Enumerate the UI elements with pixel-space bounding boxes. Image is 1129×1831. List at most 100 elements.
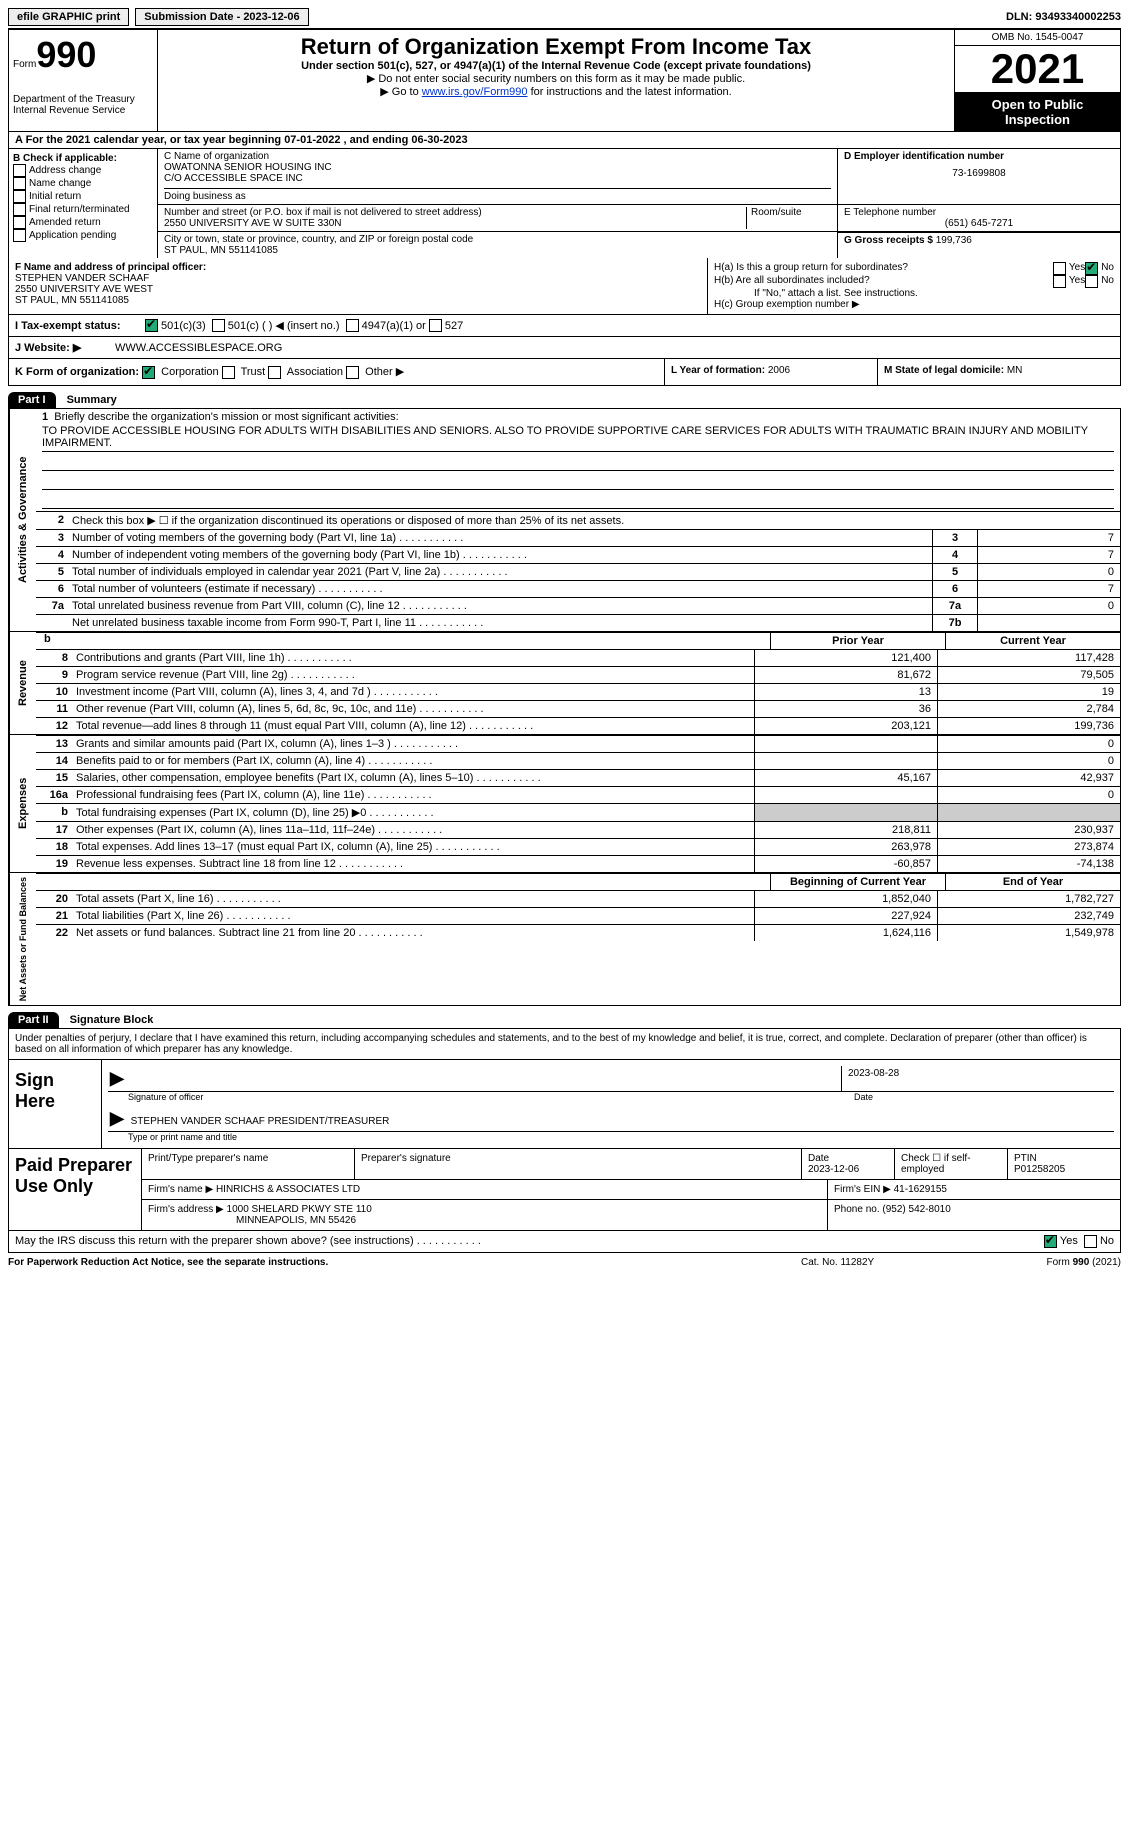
header-middle: Return of Organization Exempt From Incom…: [158, 30, 954, 131]
addr-value: 2550 UNIVERSITY AVE W SUITE 330N: [164, 218, 746, 229]
chk-other[interactable]: [346, 366, 359, 379]
lbl-app-pending: Application pending: [29, 230, 116, 241]
row-klm: K Form of organization: Corporation Trus…: [8, 359, 1121, 386]
box-l: L Year of formation: 2006: [665, 359, 878, 385]
goto-post: for instructions and the latest informat…: [528, 86, 732, 98]
chk-name-change[interactable]: [13, 177, 26, 190]
chk-hb-yes[interactable]: [1053, 275, 1066, 288]
arrow-icon: ▶: [110, 1068, 124, 1088]
footer-form: Form 990 (2021): [981, 1257, 1121, 1268]
submission-date-button[interactable]: Submission Date - 2023-12-06: [135, 8, 308, 26]
ptin-label: PTIN: [1014, 1153, 1037, 1164]
footer-cat: Cat. No. 11282Y: [801, 1257, 981, 1268]
revenue-tab: Revenue: [9, 632, 36, 734]
efile-button[interactable]: efile GRAPHIC print: [8, 8, 129, 26]
chk-final-return[interactable]: [13, 203, 26, 216]
firm-addr: 1000 SHELARD PKWY STE 110: [227, 1204, 372, 1215]
firm-name: HINRICHS & ASSOCIATES LTD: [216, 1184, 360, 1195]
part1-header: Part I: [8, 392, 56, 408]
col-cd: C Name of organization OWATONNA SENIOR H…: [158, 149, 1120, 258]
chk-ha-no[interactable]: [1085, 262, 1098, 275]
dln-text: DLN: 93493340002253: [1006, 11, 1121, 23]
chk-corp[interactable]: [142, 366, 155, 379]
box-m: M State of legal domicile: MN: [878, 359, 1120, 385]
chk-501c[interactable]: [212, 319, 225, 332]
row-i-label: I Tax-exempt status:: [15, 320, 145, 332]
firm-ein: 41-1629155: [894, 1184, 947, 1195]
netassets-tab: Net Assets or Fund Balances: [9, 873, 36, 1005]
end-year-hdr: End of Year: [945, 874, 1120, 890]
prep-print-label: Print/Type preparer's name: [142, 1149, 355, 1179]
irs-link[interactable]: www.irs.gov/Form990: [422, 86, 528, 98]
box-f-label: F Name and address of principal officer:: [15, 262, 701, 273]
may-irs-text: May the IRS discuss this return with the…: [15, 1235, 1044, 1248]
note-goto: ▶ Go to www.irs.gov/Form990 for instruct…: [166, 85, 946, 98]
irs-text: Internal Revenue Service: [13, 105, 153, 116]
header-left: Form990 Department of the Treasury Inter…: [9, 30, 158, 131]
box-d-label: D Employer identification number: [844, 151, 1114, 162]
prep-date: 2023-12-06: [808, 1164, 859, 1175]
ha-label: H(a) Is this a group return for subordin…: [714, 262, 1053, 275]
paid-preparer-label: Paid Preparer Use Only: [9, 1149, 142, 1230]
officer-name-title: STEPHEN VANDER SCHAAF PRESIDENT/TREASURE…: [131, 1116, 390, 1127]
state-domicile: MN: [1007, 365, 1023, 376]
chk-501c3[interactable]: [145, 319, 158, 332]
box-b-label: B Check if applicable:: [13, 153, 153, 164]
chk-ha-yes[interactable]: [1053, 262, 1066, 275]
note-ssn: ▶ Do not enter social security numbers o…: [166, 72, 946, 85]
row-l-label: L Year of formation:: [671, 365, 765, 376]
revenue-section: Revenue b Prior Year Current Year 8Contr…: [8, 632, 1121, 735]
addr-label: Number and street (or P.O. box if mail i…: [164, 207, 746, 218]
preparer-row: Paid Preparer Use Only Print/Type prepar…: [9, 1148, 1120, 1230]
line1-label: Briefly describe the organization's miss…: [54, 411, 398, 423]
lbl-501c3: 501(c)(3): [161, 320, 206, 332]
gross-receipts: 199,736: [936, 235, 972, 246]
chk-4947[interactable]: [346, 319, 359, 332]
row-j-label: J Website: ▶: [15, 341, 115, 354]
header-right: OMB No. 1545-0047 2021 Open to Public In…: [954, 30, 1120, 131]
sig-date: 2023-08-28: [841, 1066, 1114, 1091]
form-title: Return of Organization Exempt From Incom…: [166, 34, 946, 60]
form-subtitle: Under section 501(c), 527, or 4947(a)(1)…: [166, 60, 946, 72]
expenses-tab: Expenses: [9, 735, 36, 872]
chk-assoc[interactable]: [268, 366, 281, 379]
chk-initial-return[interactable]: [13, 190, 26, 203]
arrow-icon-2: ▶: [110, 1108, 124, 1128]
form-label: Form: [13, 59, 36, 70]
chk-discuss-no[interactable]: [1084, 1235, 1097, 1248]
row-m-label: M State of legal domicile:: [884, 365, 1004, 376]
dept-text: Department of the Treasury: [13, 94, 153, 105]
city-value: ST PAUL, MN 551141085: [164, 245, 831, 256]
chk-amended[interactable]: [13, 216, 26, 229]
signature-block: Under penalties of perjury, I declare th…: [8, 1029, 1121, 1253]
prep-check-label: Check ☐ if self-employed: [895, 1149, 1008, 1179]
box-c-label: C Name of organization: [164, 151, 831, 162]
dba-label: Doing business as: [164, 188, 831, 202]
website-value: WWW.ACCESSIBLESPACE.ORG: [115, 342, 282, 354]
may-irs-row: May the IRS discuss this return with the…: [9, 1230, 1120, 1252]
top-bar: efile GRAPHIC print Submission Date - 20…: [8, 8, 1121, 30]
chk-address-change[interactable]: [13, 164, 26, 177]
firm-ein-label: Firm's EIN ▶: [834, 1184, 891, 1195]
page-footer: For Paperwork Reduction Act Notice, see …: [8, 1253, 1121, 1272]
lbl-address-change: Address change: [29, 165, 101, 176]
box-h: H(a) Is this a group return for subordin…: [708, 258, 1120, 314]
part2-bar: Part II Signature Block: [8, 1012, 1121, 1029]
lbl-trust: Trust: [241, 366, 266, 378]
expenses-section: Expenses 13Grants and similar amounts pa…: [8, 735, 1121, 873]
mission-text: TO PROVIDE ACCESSIBLE HOUSING FOR ADULTS…: [42, 423, 1114, 452]
chk-trust[interactable]: [222, 366, 235, 379]
netassets-section: Net Assets or Fund Balances Beginning of…: [8, 873, 1121, 1006]
lbl-501c: 501(c) ( ) ◀ (insert no.): [228, 319, 340, 332]
chk-hb-no[interactable]: [1085, 275, 1098, 288]
omb-number: OMB No. 1545-0047: [955, 30, 1120, 46]
chk-app-pending[interactable]: [13, 229, 26, 242]
chk-527[interactable]: [429, 319, 442, 332]
form-number: 990: [36, 34, 96, 75]
lbl-corp: Corporation: [161, 366, 218, 378]
chk-discuss-yes[interactable]: [1044, 1235, 1057, 1248]
officer-city: ST PAUL, MN 551141085: [15, 295, 701, 306]
officer-addr: 2550 UNIVERSITY AVE WEST: [15, 284, 701, 295]
lbl-amended: Amended return: [29, 217, 101, 228]
prep-date-label: Date: [808, 1153, 829, 1164]
